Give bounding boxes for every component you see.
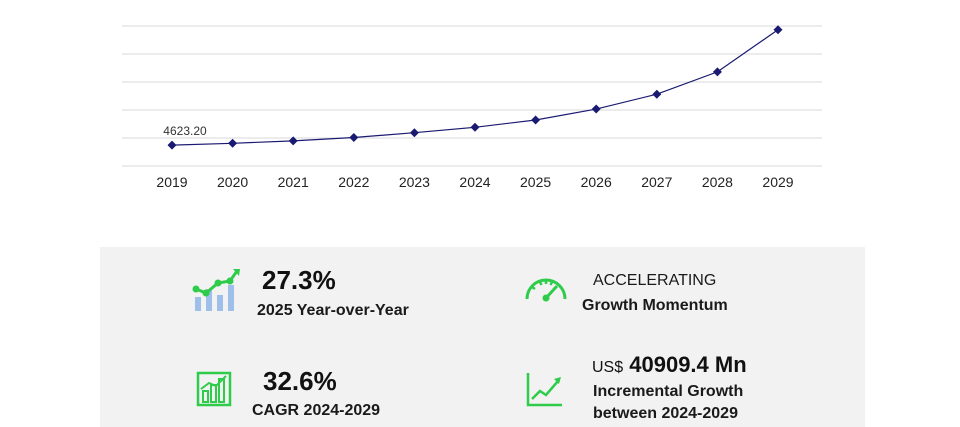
x-tick-2028: 2028 xyxy=(702,174,733,190)
bar-chart-icon xyxy=(196,371,232,412)
x-tick-2025: 2025 xyxy=(520,174,551,190)
currency-label: US$ xyxy=(592,359,624,376)
x-tick-2027: 2027 xyxy=(641,174,672,190)
data-point-2019 xyxy=(167,140,177,150)
data-point-2028 xyxy=(712,67,722,77)
data-label-2019: 4623.20 xyxy=(163,124,207,138)
cagr-value: 32.6% xyxy=(263,366,337,396)
incremental-label-2: between 2024-2029 xyxy=(593,405,738,422)
data-point-2025 xyxy=(531,115,541,125)
speedometer-icon xyxy=(523,275,569,308)
data-point-2027 xyxy=(652,89,662,99)
incremental-value-row: US$ 40909.4 Mn xyxy=(592,352,747,378)
x-tick-2026: 2026 xyxy=(581,174,612,190)
data-point-2021 xyxy=(288,136,298,146)
data-point-2020 xyxy=(228,138,238,148)
cagr-label: CAGR 2024-2029 xyxy=(252,402,381,419)
data-point-2023 xyxy=(409,128,419,138)
x-tick-2029: 2029 xyxy=(762,174,793,190)
data-point-2022 xyxy=(349,133,359,143)
market-line-chart: 2019 2020 2021 2022 2023 2024 2025 2026 2027 2028… xyxy=(0,0,960,200)
momentum-value: ACCELERATING xyxy=(593,272,717,289)
incremental-label-1: Incremental Growth xyxy=(593,383,744,400)
x-tick-2019: 2019 xyxy=(156,174,187,190)
trend-up-icon xyxy=(526,371,564,412)
x-tick-2021: 2021 xyxy=(278,174,309,190)
yoy-value: 27.3% xyxy=(262,265,336,295)
chart-svg: 2019 2020 2021 2022 2023 2024 2025 2026 2027 2028… xyxy=(122,25,822,190)
growth-chart-icon xyxy=(192,267,242,318)
yoy-label: 2025 Year-over-Year xyxy=(257,302,409,319)
x-tick-2024: 2024 xyxy=(459,174,490,190)
data-point-2026 xyxy=(591,104,601,114)
data-point-2024 xyxy=(470,122,480,132)
x-tick-2020: 2020 xyxy=(217,174,248,190)
incremental-value: 40909.4 Mn xyxy=(629,352,747,377)
stats-panel: 27.3% 2025 Year-over-Year ACCELERATING G… xyxy=(100,247,865,427)
data-point-2029 xyxy=(773,25,783,35)
x-tick-2022: 2022 xyxy=(338,174,369,190)
x-tick-2023: 2023 xyxy=(399,174,430,190)
momentum-label: Growth Momentum xyxy=(582,297,728,314)
